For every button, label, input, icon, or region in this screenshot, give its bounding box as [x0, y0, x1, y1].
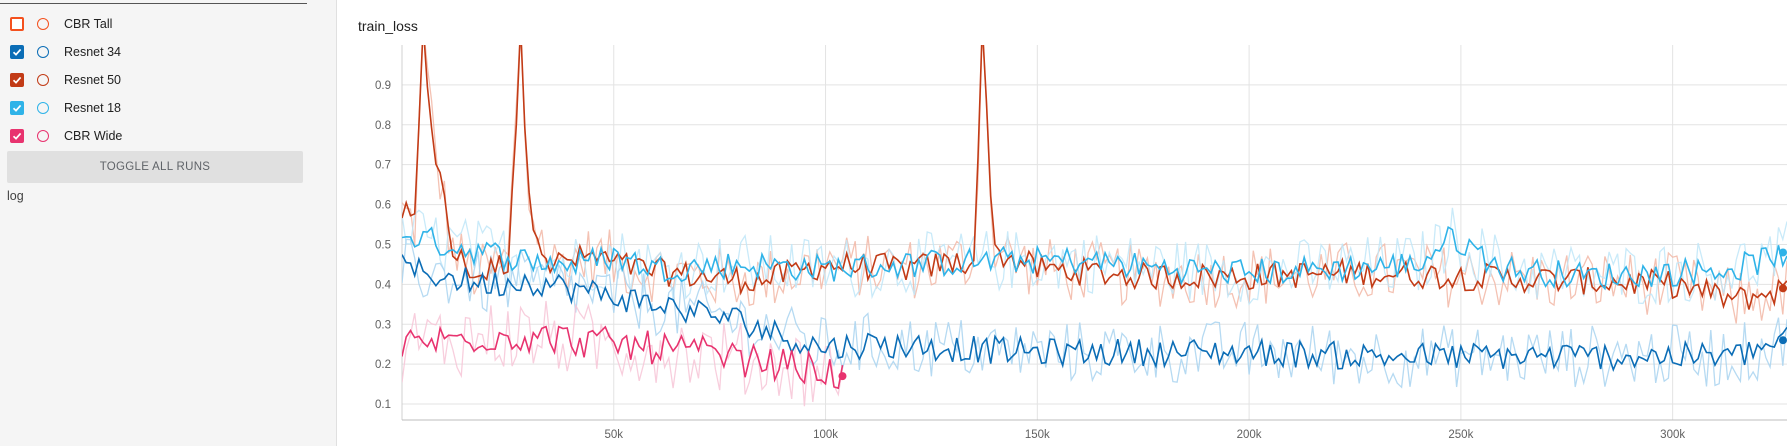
run-color-circle-icon[interactable]	[37, 130, 49, 142]
x-tick-label: 150k	[1025, 429, 1050, 441]
series-raw-cbr-wide	[402, 300, 844, 407]
x-tick-label: 300k	[1660, 429, 1685, 441]
series-end-point-resnet-50[interactable]	[1779, 284, 1787, 293]
checkmark-icon	[12, 76, 22, 84]
run-color-circle-icon[interactable]	[37, 18, 49, 30]
y-tick-label: 0.7	[375, 160, 391, 172]
run-label: Resnet 34	[64, 45, 121, 59]
run-item-resnet-50[interactable]: Resnet 50	[10, 68, 121, 92]
run-label: Resnet 50	[64, 73, 121, 87]
run-color-circle-icon[interactable]	[37, 46, 49, 58]
y-tick-label: 0.4	[375, 279, 392, 291]
checkmark-icon	[12, 48, 22, 56]
x-tick-label: 100k	[813, 429, 838, 441]
series-end-point-resnet-34[interactable]	[1779, 336, 1787, 345]
y-tick-label: 0.5	[375, 239, 391, 251]
runs-sidebar: CBR Tall Resnet 34 Resnet 50 Resnet 18 CBR W…	[0, 0, 337, 446]
chart-title: train_loss	[358, 18, 418, 34]
run-checkbox[interactable]	[10, 45, 24, 59]
series-end-point-cbr-wide[interactable]	[838, 372, 847, 381]
sidebar-divider	[0, 3, 307, 4]
run-checkbox[interactable]	[10, 101, 24, 115]
series-line-resnet-34[interactable]	[402, 254, 1787, 372]
run-color-circle-icon[interactable]	[37, 74, 49, 86]
series-line-resnet-50[interactable]	[402, 25, 1787, 310]
run-label: CBR Wide	[64, 129, 123, 143]
run-item-resnet-18[interactable]: Resnet 18	[10, 96, 121, 120]
series-raw-resnet-34	[402, 238, 1787, 389]
run-checkbox[interactable]	[10, 73, 24, 87]
run-item-resnet-34[interactable]: Resnet 34	[10, 40, 121, 64]
y-tick-label: 0.2	[375, 359, 391, 371]
run-label: CBR Tall	[64, 17, 113, 31]
checkmark-icon	[12, 132, 22, 140]
toggle-all-runs-button[interactable]: TOGGLE ALL RUNS	[7, 151, 303, 183]
y-tick-label: 0.1	[375, 399, 391, 411]
raw-series-group	[402, 45, 1787, 407]
x-tick-label: 50k	[605, 429, 624, 441]
x-tick-label: 200k	[1237, 429, 1262, 441]
smoothed-series-group	[402, 25, 1787, 390]
y-tick-label: 0.3	[375, 319, 391, 331]
series-line-resnet-18[interactable]	[402, 225, 1787, 291]
run-label: Resnet 18	[64, 101, 121, 115]
y-tick-label: 0.8	[375, 120, 391, 132]
log-label: log	[7, 189, 24, 203]
run-checkbox[interactable]	[10, 129, 24, 143]
run-item-cbr-tall[interactable]: CBR Tall	[10, 12, 112, 36]
y-tick-label: 0.6	[375, 200, 391, 212]
run-checkbox[interactable]	[10, 17, 24, 31]
y-tick-label: 0.9	[375, 80, 391, 92]
run-color-circle-icon[interactable]	[37, 102, 49, 114]
series-line-cbr-wide[interactable]	[402, 325, 844, 390]
series-end-point-resnet-18[interactable]	[1779, 248, 1787, 257]
run-item-cbr-wide[interactable]: CBR Wide	[10, 124, 122, 148]
checkmark-icon	[12, 104, 22, 112]
x-tick-label: 250k	[1448, 429, 1473, 441]
